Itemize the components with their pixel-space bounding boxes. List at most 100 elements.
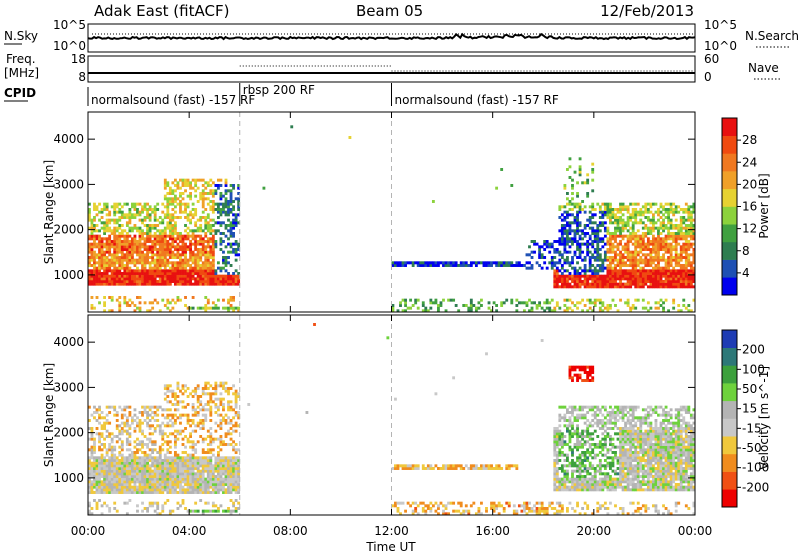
heat-cell [512, 509, 516, 513]
heat-cell [662, 229, 665, 233]
heat-cell [88, 234, 91, 238]
heat-cell [636, 274, 640, 278]
heat-cell [629, 272, 633, 275]
heat-cell [677, 237, 681, 241]
heat-cell [631, 234, 635, 238]
heat-cell [646, 261, 650, 265]
heat-cell [459, 261, 463, 265]
heat-cell [141, 205, 144, 209]
heat-cell [118, 405, 122, 409]
heat-cell [146, 240, 149, 243]
heat-cell [669, 282, 673, 286]
heat-cell [146, 459, 149, 462]
heat-cell [631, 229, 635, 233]
heat-cell [166, 208, 170, 211]
heat-cell [611, 274, 615, 278]
heat-cell [621, 213, 625, 217]
heat-cell [591, 272, 595, 275]
heat-cell [191, 389, 195, 393]
heat-cell [596, 224, 600, 227]
heat-cell [616, 261, 620, 265]
heat-cell [657, 213, 660, 217]
heat-cell [664, 224, 668, 227]
heat-cell [176, 216, 180, 219]
heat-cell [158, 512, 162, 516]
heat-cell [173, 429, 177, 433]
heat-cell [98, 432, 101, 436]
heat-cell [548, 504, 552, 508]
heat-cell [229, 192, 233, 195]
heat-cell [166, 224, 170, 227]
heat-cell [237, 480, 241, 484]
heat-cell [664, 274, 668, 278]
heat-cell [601, 274, 605, 278]
heat-cell [684, 237, 688, 241]
heat-cell [662, 258, 665, 262]
heat-cell [131, 469, 134, 473]
heat-cell [151, 256, 155, 259]
heat-cell [234, 499, 238, 502]
heat-cell [480, 298, 483, 302]
heat-cell [166, 253, 170, 257]
heat-cell [105, 483, 109, 486]
heat-cell [611, 277, 615, 281]
heat-cell [538, 507, 542, 510]
heat-cell [110, 453, 114, 457]
heat-cell [553, 467, 557, 470]
heat-cell [191, 296, 195, 299]
heat-cell [573, 205, 577, 209]
heat-cell [406, 467, 410, 470]
heat-cell [136, 461, 139, 465]
heat-cell [194, 501, 198, 505]
heat-cell [88, 256, 91, 259]
heat-cell [209, 397, 213, 401]
heat-cell [454, 261, 458, 265]
heat-cell [161, 480, 165, 484]
heat-cell [128, 477, 132, 481]
heat-cell [204, 250, 208, 254]
heat-cell [181, 234, 185, 238]
heat-cell [609, 304, 612, 307]
heat-cell [163, 186, 167, 190]
heat-cell [168, 226, 172, 230]
heat-cell [664, 234, 668, 238]
heat-cell [396, 464, 400, 468]
heat-cell [639, 256, 643, 259]
heat-cell [211, 282, 215, 286]
heat-cell [88, 469, 91, 473]
heat-cell [619, 282, 622, 286]
heat-cell [614, 280, 617, 283]
heat-cell [95, 296, 99, 299]
heat-cell [464, 504, 468, 508]
heat-cell [219, 210, 223, 214]
heat-cell [576, 272, 579, 275]
heat-cell [649, 229, 653, 233]
heat-cell [128, 248, 132, 251]
heat-cell [206, 277, 210, 281]
heat-cell [586, 218, 590, 222]
heat-cell [510, 264, 514, 267]
heat-cell [614, 232, 617, 235]
heat-cell [659, 298, 663, 302]
heat-cell [234, 464, 238, 468]
heat-cell [191, 178, 195, 182]
heat-cell [146, 443, 149, 446]
heat-cell [447, 467, 450, 470]
heat-cell [90, 274, 94, 278]
heat-cell [184, 280, 187, 283]
heat-cell [624, 226, 628, 230]
heat-cell [646, 258, 650, 262]
heat-cell [131, 216, 134, 219]
heat-cell [214, 304, 218, 307]
heat-cell [90, 304, 94, 307]
heat-cell [168, 461, 172, 465]
heat-cell [98, 269, 101, 273]
heat-cell [576, 282, 579, 286]
heat-cell [462, 264, 466, 267]
heat-cell [576, 192, 579, 195]
heat-cell [171, 232, 175, 235]
heat-cell [146, 411, 149, 414]
heat-cell [409, 306, 413, 310]
heat-cell [143, 274, 147, 278]
heat-cell [148, 501, 152, 505]
